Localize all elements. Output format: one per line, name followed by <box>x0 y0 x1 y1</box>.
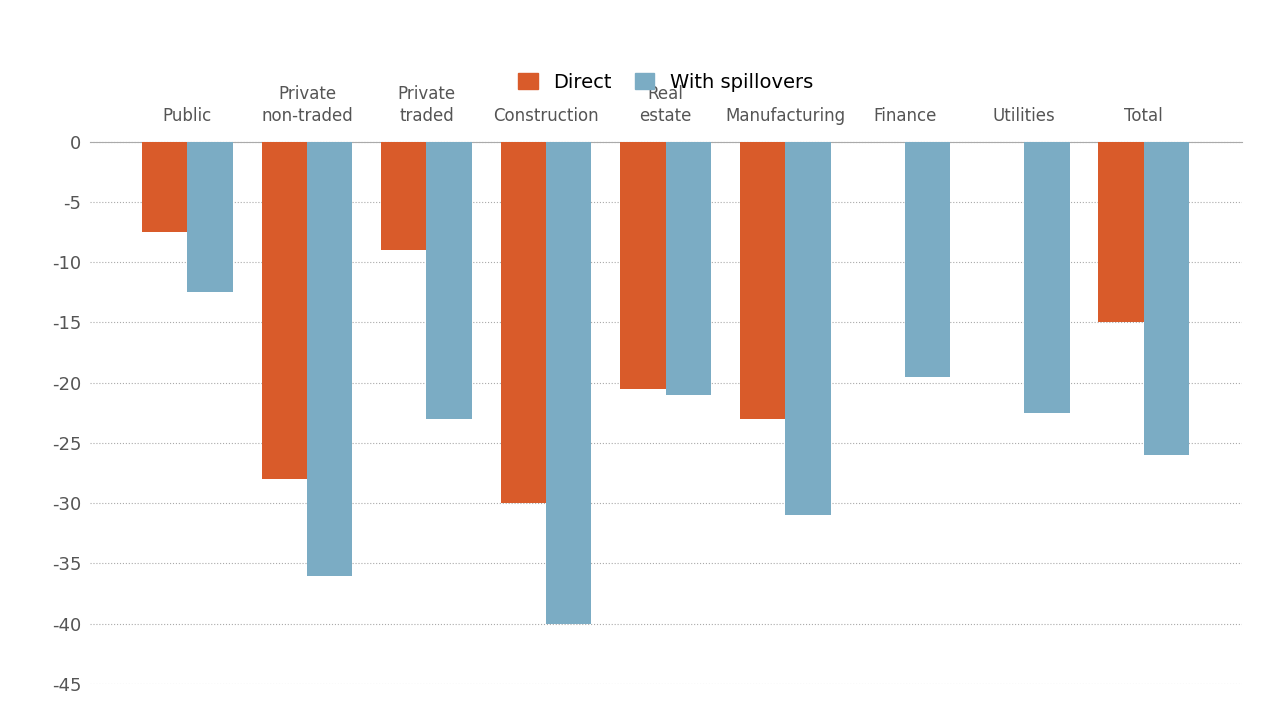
Bar <box>261 142 307 479</box>
Bar <box>666 142 710 395</box>
Bar <box>1098 142 1144 323</box>
Bar <box>187 142 233 292</box>
Bar <box>500 142 547 503</box>
Bar <box>426 142 472 419</box>
Bar <box>307 142 352 575</box>
Bar <box>621 142 666 389</box>
Bar <box>1144 142 1189 455</box>
Legend: Direct, With spillovers: Direct, With spillovers <box>512 67 819 98</box>
Bar <box>381 142 426 250</box>
Bar <box>547 142 591 624</box>
Bar <box>905 142 950 377</box>
Bar <box>142 142 187 232</box>
Bar <box>785 142 831 516</box>
Bar <box>1024 142 1070 413</box>
Bar <box>740 142 785 419</box>
